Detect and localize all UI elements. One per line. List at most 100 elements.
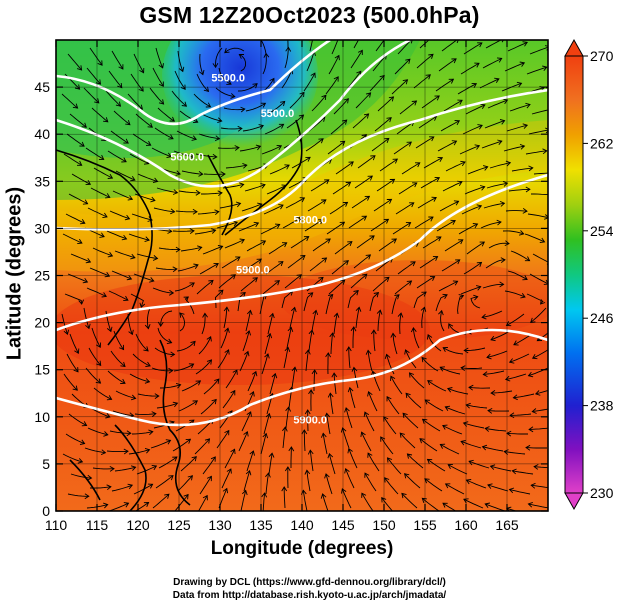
x-tick-label: 155 (413, 517, 437, 533)
streamline (329, 202, 348, 215)
streamline (442, 181, 463, 192)
streamline (195, 359, 212, 375)
streamline (214, 289, 224, 309)
streamline (529, 427, 548, 430)
streamline-arrowhead (370, 329, 377, 335)
streamline (154, 127, 174, 140)
streamline-arrowhead (539, 237, 546, 243)
streamline-arrowhead (444, 405, 451, 412)
streamline (347, 290, 359, 309)
streamline-arrowhead (551, 171, 555, 176)
streamline (133, 53, 144, 73)
streamline-arrowhead (345, 346, 352, 352)
streamline-arrowhead (278, 204, 284, 210)
streamline-arrowhead (120, 361, 126, 368)
streamline-arrowhead (391, 238, 398, 244)
streamline-arrowhead (87, 474, 93, 481)
streamline (155, 47, 164, 69)
streamline (384, 477, 399, 495)
streamline-arrowhead (85, 257, 92, 264)
colorbar-tick-label: 238 (590, 398, 614, 414)
streamline (333, 313, 338, 335)
streamline (86, 67, 101, 85)
streamline (504, 290, 526, 298)
streamline-arrowhead (168, 134, 174, 140)
streamline-arrowhead (240, 106, 246, 113)
streamline (464, 347, 486, 351)
streamline (422, 418, 441, 432)
streamline (115, 170, 136, 181)
streamline-arrowhead (476, 204, 483, 210)
streamline (438, 58, 457, 72)
streamline-arrowhead (487, 483, 493, 489)
streamline (110, 350, 126, 367)
streamline-arrowhead (285, 406, 292, 412)
streamline-arrowhead (410, 327, 417, 333)
streamline-arrowhead (390, 332, 397, 338)
chart-title: GSM 12Z20Oct2023 (500.0hPa) (139, 2, 480, 28)
streamline-arrowhead (360, 431, 366, 437)
streamline-arrowhead (408, 372, 415, 378)
streamline (177, 264, 199, 272)
streamline-arrowhead (96, 360, 102, 367)
streamline (466, 404, 488, 409)
streamline-arrowhead (235, 201, 242, 208)
streamline-arrowhead (436, 236, 442, 242)
streamline (241, 411, 252, 432)
streamline (399, 313, 402, 335)
streamline (345, 407, 353, 429)
streamline (261, 145, 282, 155)
streamline (90, 187, 110, 198)
streamline-arrowhead (130, 175, 136, 182)
streamline (112, 190, 133, 200)
streamline (510, 250, 530, 262)
streamline-arrowhead (343, 98, 349, 104)
streamline-arrowhead (511, 468, 517, 475)
streamline (194, 229, 216, 235)
streamline-arrowhead (490, 335, 496, 342)
streamline-arrowhead (189, 282, 195, 288)
streamline-arrowhead (347, 386, 354, 393)
streamline-arrowhead (457, 99, 463, 105)
streamline-arrowhead (431, 196, 437, 202)
streamline-arrowhead (301, 429, 308, 435)
streamline (173, 150, 195, 158)
streamline-arrowhead (342, 201, 349, 207)
streamline-arrowhead (106, 326, 113, 333)
streamline (422, 236, 442, 249)
streamline (370, 218, 389, 232)
streamline (461, 367, 483, 369)
y-tick-label: 25 (34, 268, 50, 284)
streamline-arrowhead (164, 493, 170, 499)
streamline-arrowhead (203, 86, 210, 93)
streamline-arrowhead (147, 483, 154, 489)
streamline-arrowhead (463, 347, 469, 354)
streamline (152, 493, 170, 509)
colorbar-tick-label: 230 (590, 485, 614, 501)
streamline-arrowhead (77, 238, 83, 245)
streamline (264, 123, 284, 135)
streamline-arrowhead (298, 114, 305, 120)
streamline-arrowhead (205, 102, 212, 108)
streamline (409, 372, 425, 389)
streamline (112, 410, 134, 417)
streamline (327, 140, 345, 155)
streamline (290, 236, 309, 249)
streamline (69, 113, 87, 128)
streamline (391, 294, 400, 315)
streamline (399, 100, 417, 115)
streamline-arrowhead (412, 182, 418, 188)
streamline (84, 447, 106, 454)
streamline-arrowhead (333, 312, 340, 318)
streamline-arrowhead (172, 456, 178, 462)
streamline-arrowhead (442, 293, 448, 300)
streamline-arrowhead (244, 350, 250, 357)
streamline (485, 503, 506, 511)
streamline-arrowhead (138, 86, 144, 92)
streamline-arrowhead (208, 279, 214, 285)
streamline-arrowhead (224, 349, 230, 355)
streamline (526, 293, 544, 305)
streamline-arrowhead (260, 240, 267, 246)
streamline (394, 58, 411, 75)
streamline-arrowhead (169, 116, 175, 122)
